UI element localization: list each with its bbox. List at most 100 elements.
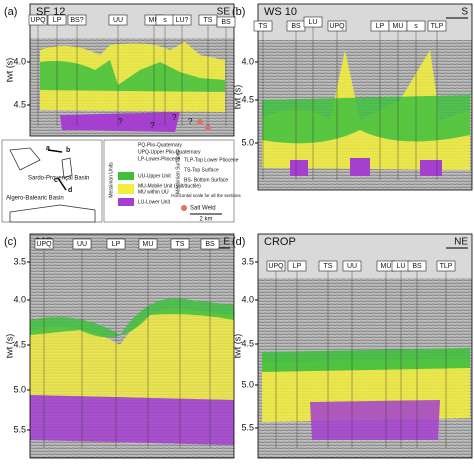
panel-label: (c) <box>4 236 17 248</box>
section-b <box>258 4 472 190</box>
y-tick-label: 5.0 <box>241 137 254 147</box>
y-tick-label: 4.5 <box>241 94 254 104</box>
y-tick-label: 5.5 <box>241 422 254 432</box>
unit-label: TS <box>176 241 185 248</box>
panel-frame <box>29 233 235 459</box>
unit-label-box <box>327 20 347 32</box>
panel-frame <box>257 3 473 191</box>
unit-label: BS <box>221 19 231 26</box>
unit-label-box <box>342 260 362 272</box>
y-axis-label: twt (s) <box>232 334 242 359</box>
unit-label-box <box>200 238 220 250</box>
unit-label: LP <box>53 17 62 24</box>
unit-label: s <box>414 23 418 30</box>
panel-title: CROP <box>264 236 296 248</box>
legend-unit: LP-Lower-Pliocene <box>138 156 180 162</box>
question-mark: ? <box>118 117 123 126</box>
basin-name: Sardo-Provençal Basin <box>28 176 89 182</box>
legend-unit: MU within UU <box>138 189 169 195</box>
section-c <box>30 234 234 458</box>
unit-label-box <box>108 14 128 26</box>
panel-frame <box>29 3 235 137</box>
y-tick-label: 4.0 <box>241 56 254 66</box>
unit-label-box <box>47 14 67 26</box>
unit-label-box <box>34 238 54 250</box>
question-mark: ? <box>150 121 155 130</box>
scale-label: 2 km <box>199 217 212 223</box>
unit-label: UU <box>347 263 357 270</box>
unit-label: BS <box>291 23 301 30</box>
unit-label: TLP <box>440 263 453 270</box>
unit-label: MU <box>149 17 160 24</box>
unit-label: MU <box>393 23 404 30</box>
y-axis-label: twt (s) <box>4 334 14 359</box>
panel-title: WS 10 <box>264 6 297 18</box>
unit-label: TS <box>204 17 213 24</box>
legend-unit: UU-Upper Unit <box>138 173 171 179</box>
panel-label: (d) <box>232 236 245 248</box>
unit-label: TLP <box>431 23 444 30</box>
unit-label: UU <box>77 241 87 248</box>
map-letter: b <box>66 147 70 154</box>
y-tick-label: 5.0 <box>241 379 254 389</box>
unit-label-box <box>72 238 92 250</box>
unit-label-box <box>28 14 48 26</box>
y-tick-label: 4.5 <box>241 338 254 348</box>
unit-label: LP <box>112 241 121 248</box>
legend-box <box>103 139 235 223</box>
scale-note: Horizontal scale for all the sections <box>171 193 241 198</box>
legend-unit: PQ-Plio-Quaternary <box>138 142 182 148</box>
unit-label-box <box>266 260 286 272</box>
legend-surface: BS- Bottom Surface <box>184 177 228 183</box>
legend-weld: Salt Weld <box>190 206 216 212</box>
y-tick-label: 3.5 <box>13 256 26 266</box>
unit-label: UPQ <box>30 17 46 24</box>
legend-title: Messinian Surfaces <box>175 150 181 194</box>
unit-label-box <box>172 14 192 26</box>
unit-label-box <box>287 260 307 272</box>
map-letter: a <box>46 145 50 152</box>
unit-label-box <box>427 20 447 32</box>
unit-label: LP <box>293 263 302 270</box>
unit-label: UU <box>113 17 123 24</box>
panel-frame <box>257 233 473 459</box>
direction: SE <box>217 7 231 18</box>
unit-label: TS <box>324 263 333 270</box>
legend-unit: UPQ-Upper Plio-Quaternary <box>138 149 201 155</box>
section-d <box>258 234 472 458</box>
unit-label-box <box>436 260 456 272</box>
unit-label: BS <box>412 263 422 270</box>
unit-label: MU <box>143 241 154 248</box>
unit-label-box <box>407 260 427 272</box>
unit-label-box <box>253 20 273 32</box>
unit-label: BS? <box>70 17 83 24</box>
y-tick-label: 4.0 <box>13 56 26 66</box>
direction: S <box>461 7 468 18</box>
y-tick-label: 4.5 <box>13 339 26 349</box>
y-tick-label: 4.0 <box>13 294 26 304</box>
panel-label: (a) <box>4 6 17 18</box>
unit-label-box <box>67 14 87 26</box>
y-tick-label: 4.5 <box>13 99 26 109</box>
direction: NE <box>454 237 468 248</box>
unit-label: UPQ <box>268 263 284 270</box>
y-tick-label: 5.5 <box>13 424 26 434</box>
map-letter: c <box>54 177 58 184</box>
unit-label: UPQ <box>329 23 345 30</box>
unit-label: s <box>163 17 167 24</box>
unit-label: MU <box>381 263 392 270</box>
y-tick-label: 4.0 <box>241 294 254 304</box>
unit-label-box <box>138 238 158 250</box>
y-axis-label: twt (s) <box>4 58 14 83</box>
question-mark: ? <box>172 113 177 122</box>
unit-label-box <box>216 16 236 28</box>
unit-label-box <box>106 238 126 250</box>
unit-label-box <box>303 16 323 28</box>
unit-label: TS <box>259 23 268 30</box>
legend-unit: MU-Mobile Unit (salt/ductile) <box>138 183 201 189</box>
unit-label-box <box>406 20 426 32</box>
y-axis-label: twt (s) <box>232 85 242 110</box>
legend-unit: LU-Lower Unit <box>138 199 171 205</box>
unit-label-box <box>170 238 190 250</box>
